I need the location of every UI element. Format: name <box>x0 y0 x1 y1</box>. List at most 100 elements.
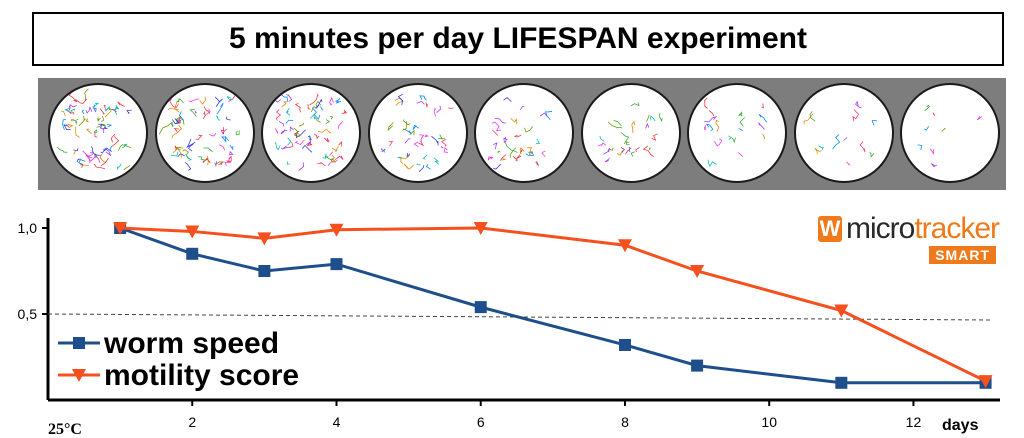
worm-track <box>85 106 93 114</box>
data-point <box>257 232 272 246</box>
worm-track <box>100 116 105 122</box>
worm-track <box>501 158 506 161</box>
worm-track <box>75 126 80 138</box>
worm-track <box>110 134 116 143</box>
culture-plate <box>474 83 574 183</box>
worm-track <box>616 149 625 156</box>
worm-track <box>286 161 290 165</box>
worm-track <box>105 145 113 152</box>
worm-track <box>403 128 412 135</box>
worm-track <box>424 134 429 138</box>
worm-track <box>101 123 107 127</box>
worm-track <box>425 164 431 170</box>
worm-track <box>216 102 224 115</box>
worm-track <box>341 109 347 114</box>
worm-track <box>117 101 126 107</box>
worm-track <box>706 123 714 132</box>
worm-track <box>309 113 315 120</box>
worm-track <box>320 106 324 111</box>
y-tick-label: 1,0 <box>18 220 38 236</box>
worm-track <box>491 129 499 136</box>
x-tick-label: 2 <box>188 414 196 430</box>
lifespan-line-chart: 1,0 0,5 2 4 6 8 10 12 25°C days worm speedmotility… <box>18 218 1000 438</box>
worm-track <box>624 149 630 154</box>
worm-track <box>845 161 850 166</box>
worm-track <box>158 121 172 135</box>
worm-track <box>62 118 66 130</box>
worm-track <box>220 126 227 134</box>
worm-track <box>514 134 522 138</box>
worm-track <box>334 98 341 102</box>
worm-track <box>168 98 179 109</box>
worm-track <box>184 153 192 161</box>
worm-track <box>541 150 546 158</box>
legend-label: motility score <box>104 359 299 392</box>
worm-track <box>281 145 287 150</box>
worm-track <box>917 144 923 151</box>
worm-track <box>524 126 534 133</box>
data-point <box>618 338 631 351</box>
worm-track <box>503 97 512 102</box>
worm-track <box>78 159 86 166</box>
worm-track <box>224 156 231 166</box>
worm-track <box>202 147 213 153</box>
worm-track <box>325 119 331 125</box>
worm-track <box>322 153 327 159</box>
data-point <box>691 359 704 372</box>
logo-mark: W <box>818 216 842 242</box>
worm-track <box>90 151 95 154</box>
worm-track <box>170 124 182 139</box>
worm-track <box>61 111 66 117</box>
worm-track <box>213 161 217 168</box>
culture-plate <box>48 83 148 183</box>
worm-track <box>809 111 815 122</box>
worm-track <box>188 108 197 117</box>
microtracker-logo: W microtracker SMART <box>818 210 1000 266</box>
worm-track <box>739 117 745 127</box>
data-point <box>329 223 344 237</box>
worm-track <box>526 147 533 153</box>
worm-track <box>68 90 78 103</box>
worm-track <box>172 147 182 158</box>
worm-track <box>658 113 663 123</box>
legend-marker <box>73 337 85 349</box>
worm-track <box>930 148 935 155</box>
worm-track <box>761 103 764 109</box>
worm-track <box>205 108 211 115</box>
worm-track <box>289 126 294 132</box>
x-tick-label: 10 <box>761 414 777 430</box>
worm-track <box>167 100 178 111</box>
worm-track <box>715 120 720 132</box>
worm-track <box>285 119 294 124</box>
worm-track <box>298 122 305 127</box>
x-tick-label: 8 <box>621 414 629 430</box>
worm-track <box>545 111 553 121</box>
worm-track <box>68 104 77 108</box>
worm-track <box>329 151 334 156</box>
worm-track <box>399 155 410 164</box>
worm-track <box>206 156 209 166</box>
data-point <box>258 265 271 277</box>
worm-track <box>72 119 77 125</box>
worm-track <box>394 97 404 107</box>
worm-track <box>56 146 68 153</box>
culture-plate <box>367 83 468 183</box>
worm-track <box>644 122 649 129</box>
worm-track <box>273 99 282 103</box>
worm-track <box>932 112 936 116</box>
worm-track <box>325 156 334 162</box>
worm-track <box>94 155 101 163</box>
worm-track <box>396 156 402 159</box>
worm-track <box>103 104 107 110</box>
worm-track <box>82 150 93 159</box>
worm-track <box>293 130 300 136</box>
worm-track <box>197 156 206 161</box>
worm-track <box>510 117 518 125</box>
worm-track <box>278 121 285 127</box>
worm-track <box>114 104 120 115</box>
worm-track <box>630 151 635 157</box>
data-point <box>473 222 488 235</box>
worm-track <box>418 165 424 173</box>
worm-track <box>228 150 234 156</box>
worm-track <box>924 126 929 131</box>
